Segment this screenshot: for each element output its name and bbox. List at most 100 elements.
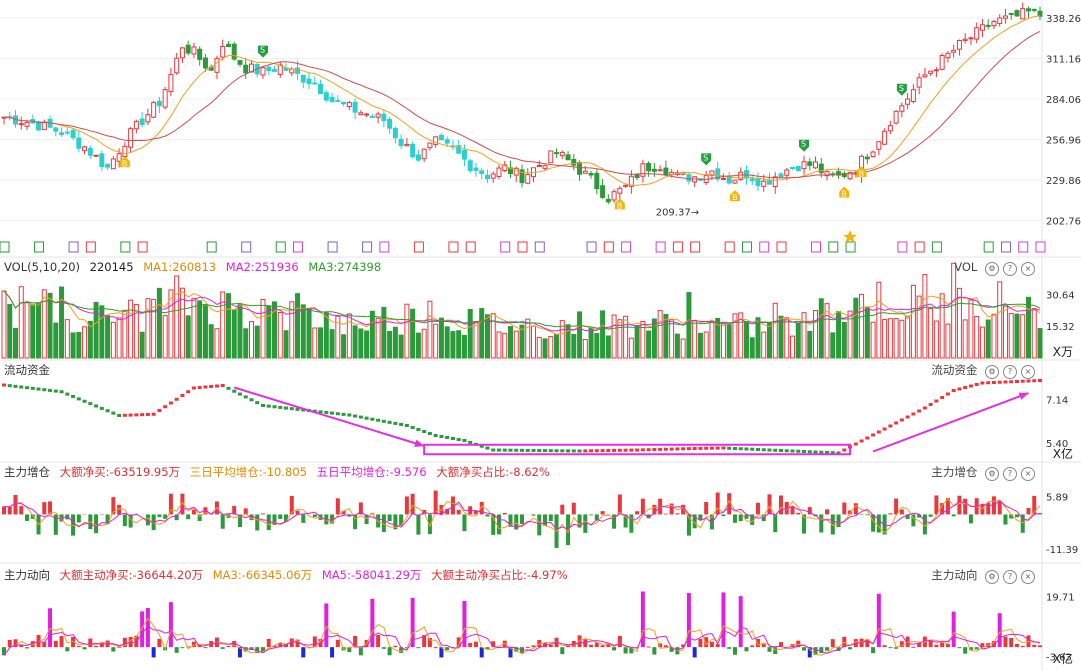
volume-bar — [93, 301, 99, 359]
volume-bar — [605, 335, 611, 359]
volume-bar — [82, 326, 88, 359]
dir-bar — [508, 647, 513, 658]
flow-dot — [284, 406, 289, 410]
dir-bar — [750, 645, 755, 648]
flow-dot — [882, 427, 887, 431]
flow-dot — [13, 384, 18, 388]
close-icon[interactable]: × — [1021, 365, 1035, 379]
settings-icon[interactable]: ⚙ — [985, 467, 999, 481]
flow-tick-label: 7.14 — [1046, 396, 1068, 407]
event-tag — [500, 241, 511, 253]
dir-bar — [151, 647, 156, 658]
close-icon[interactable]: × — [1021, 467, 1035, 481]
event-tag — [241, 241, 252, 253]
volume-bar — [220, 291, 226, 359]
candle-body — [392, 127, 398, 139]
flow-dot — [36, 387, 41, 391]
dir-bar — [312, 636, 317, 648]
candle-body — [272, 69, 278, 72]
volume-bar — [634, 325, 640, 359]
ma-line-short — [3, 15, 1041, 186]
candle-body — [548, 150, 554, 164]
volume-bar — [657, 310, 663, 359]
flow-dot — [462, 439, 467, 442]
volume-bar — [225, 293, 231, 359]
settings-icon[interactable]: ⚙ — [985, 365, 999, 379]
inc-bar — [358, 502, 363, 515]
flow-dot — [606, 449, 611, 452]
inc-bar — [727, 493, 732, 515]
dir-bar — [381, 647, 386, 649]
inc-bar — [784, 501, 789, 515]
candle-body — [369, 115, 375, 118]
volume-bar — [864, 307, 870, 359]
volume-bar — [743, 321, 749, 359]
flow-dot — [168, 401, 173, 405]
flow-dot — [761, 448, 766, 452]
inc-bar — [105, 514, 110, 525]
flow-dot — [646, 448, 651, 452]
flow-dot — [261, 404, 265, 407]
volume-bar — [277, 311, 283, 359]
candle-body — [421, 148, 427, 160]
flow-dot — [796, 449, 801, 453]
flow-dot — [318, 410, 323, 414]
inc-bar — [284, 514, 289, 522]
inc-header: 主力增仓 大额净买:-63519.95万 三日平均增仓:-10.805 五日平均… — [4, 464, 556, 480]
volume-bar — [859, 293, 865, 359]
volume-bar — [772, 302, 778, 359]
volume-bar — [1002, 305, 1008, 359]
dir-bar — [261, 647, 265, 653]
dir-bar — [663, 645, 668, 648]
inc-bar — [531, 514, 536, 516]
settings-icon[interactable]: ⚙ — [985, 570, 999, 584]
inc-bar — [600, 511, 605, 515]
event-tag — [120, 241, 131, 253]
flow-tick-label: 5.40 — [1046, 439, 1068, 450]
close-icon[interactable]: × — [1021, 570, 1035, 584]
inc-bar — [76, 514, 81, 523]
inc-bar — [951, 514, 956, 517]
flow-dot — [76, 397, 81, 401]
inc-bar — [945, 498, 950, 515]
dir-bar — [30, 641, 35, 648]
candle-body — [24, 121, 30, 127]
inc-bar — [709, 514, 714, 530]
inc-bar — [721, 514, 726, 517]
volume-bar — [1, 290, 7, 359]
inc-bar — [1020, 514, 1025, 533]
candle-body — [525, 173, 531, 184]
dir-bar — [473, 641, 478, 648]
candle-body — [82, 146, 88, 152]
help-icon[interactable]: ? — [1003, 262, 1017, 276]
volume-bar — [979, 326, 985, 359]
close-icon[interactable]: × — [1021, 262, 1035, 276]
flow-dot — [980, 381, 985, 385]
candle-body — [99, 153, 105, 168]
volume-bar — [358, 328, 364, 359]
volume-bar — [231, 309, 237, 359]
help-icon[interactable]: ? — [1003, 365, 1017, 379]
candle-body — [398, 138, 404, 147]
flow-dot — [353, 414, 358, 418]
volume-bar — [496, 331, 502, 359]
inc-bar — [7, 507, 12, 515]
dir-bar — [7, 639, 12, 648]
help-icon[interactable]: ? — [1003, 467, 1017, 481]
inc-ratio: 大额净买占比:-8.62% — [436, 465, 550, 479]
settings-icon[interactable]: ⚙ — [985, 262, 999, 276]
flow-dot — [732, 447, 737, 450]
sell-signal-label: S — [899, 84, 904, 93]
volume-bar — [1014, 313, 1020, 359]
flow-dot — [157, 409, 162, 412]
volume-bar — [76, 331, 82, 359]
flow-controls: 流动资金 ⚙? × — [931, 362, 1035, 379]
volume-bar — [738, 312, 744, 359]
dir-bar — [53, 640, 58, 648]
inc-controls: 主力增仓 ⚙? × — [931, 464, 1035, 481]
volume-bar — [623, 315, 629, 359]
volume-bar — [663, 313, 669, 359]
volume-bar — [24, 301, 30, 359]
candle-body — [565, 154, 571, 161]
help-icon[interactable]: ? — [1003, 570, 1017, 584]
